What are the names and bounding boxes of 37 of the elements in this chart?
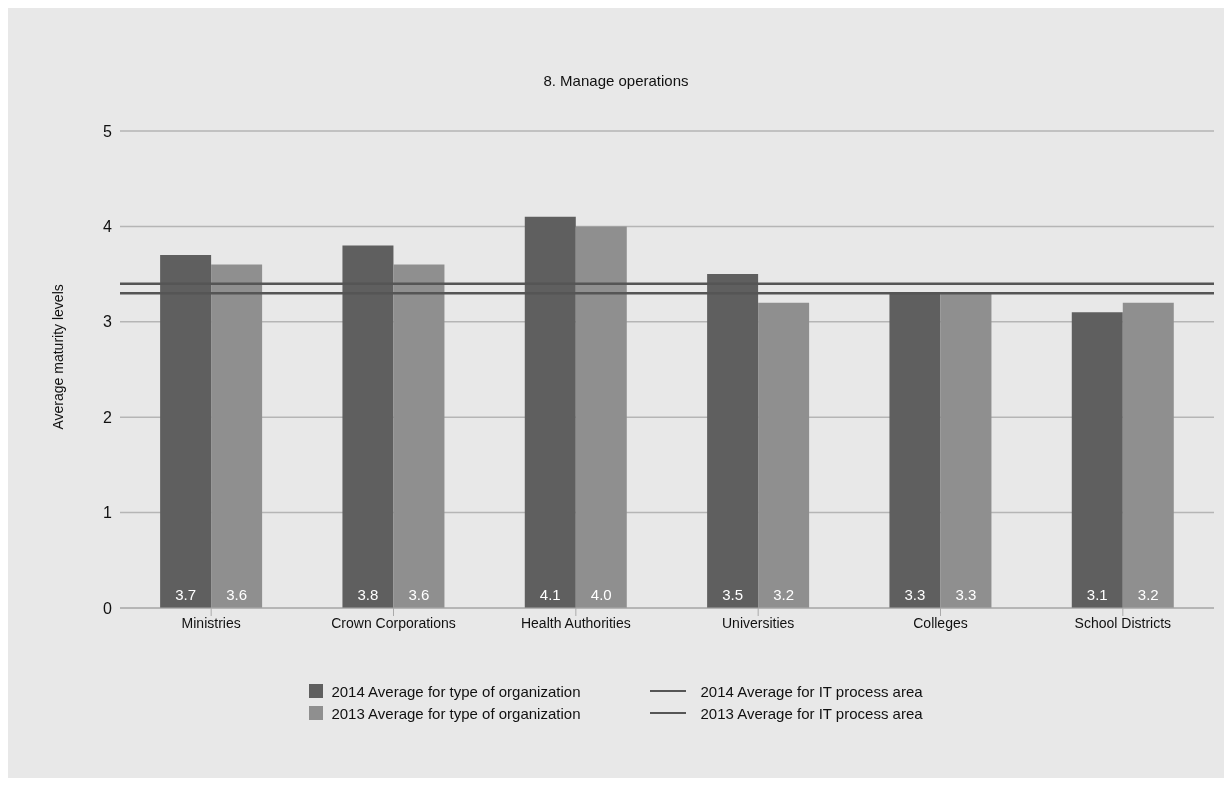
- data-label: 3.7: [175, 586, 197, 603]
- x-tick-label: Crown Corporations: [331, 614, 456, 631]
- data-label: 4.1: [539, 586, 561, 603]
- data-label: 4.0: [590, 586, 612, 603]
- chart-title: 8. Manage operations: [542, 72, 690, 89]
- y-tick-label: 3: [103, 313, 113, 331]
- x-tick-label: Universities: [721, 614, 795, 631]
- bar: [575, 226, 627, 608]
- data-label: 3.1: [1086, 586, 1108, 603]
- y-axis-title: Average maturity levels: [49, 284, 66, 430]
- bar: [1071, 312, 1123, 608]
- data-label: 3.3: [904, 586, 926, 603]
- y-tick-label: 2: [103, 408, 113, 426]
- x-tick-label: School Districts: [1074, 614, 1172, 631]
- y-tick-label: 5: [103, 122, 113, 140]
- x-tick-label: Colleges: [913, 614, 968, 631]
- data-label: 3.2: [773, 586, 795, 603]
- bar: [758, 302, 810, 608]
- y-tick-label: 4: [103, 218, 113, 236]
- y-tick-label: 1: [103, 504, 113, 522]
- y-tick-label: 0: [103, 599, 113, 617]
- legend-label: 2014 Average for IT process area: [700, 682, 923, 700]
- legend-label: 2013 Average for type of organization: [331, 704, 581, 722]
- data-label: 3.6: [226, 586, 248, 603]
- data-label: 3.5: [722, 586, 744, 603]
- bar: [393, 264, 445, 608]
- bar: [1122, 302, 1174, 608]
- legend-label: 2014 Average for type of organization: [331, 682, 581, 700]
- bar: [940, 293, 992, 608]
- data-label: 3.3: [955, 586, 977, 603]
- data-label: 3.6: [408, 586, 430, 603]
- x-tick-label: Ministries: [181, 614, 241, 631]
- x-tick-label: Health Authorities: [520, 614, 631, 631]
- legend-label: 2013 Average for IT process area: [700, 704, 923, 722]
- data-label: 3.8: [357, 586, 379, 603]
- bar: [211, 264, 263, 608]
- data-label: 3.2: [1137, 586, 1159, 603]
